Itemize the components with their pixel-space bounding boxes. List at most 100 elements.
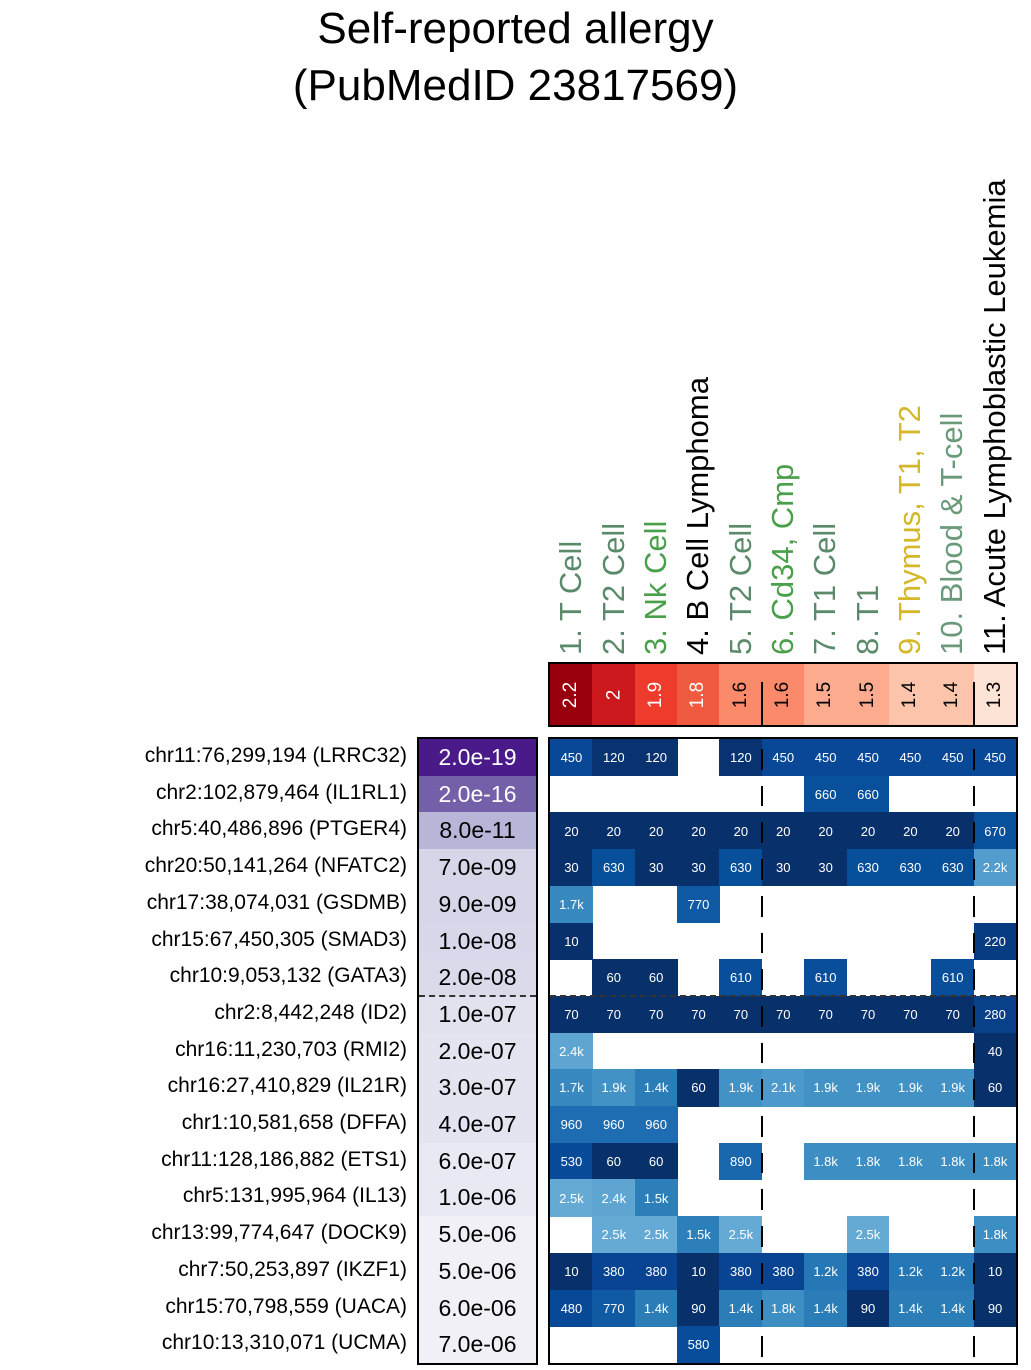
heatmap-cell-value: 280 <box>984 1007 1006 1023</box>
heatmap-cell-value: 960 <box>645 1117 667 1133</box>
heatmap-cell <box>889 776 932 813</box>
heatmap-cell-value: 1.9k <box>940 1080 965 1096</box>
heatmap-cell-value: 30 <box>691 860 706 876</box>
pvalue-cell: 6.0e-07 <box>419 1142 536 1180</box>
heatmap-cell <box>804 1326 847 1363</box>
row-label: chr15:70,798,559 (UACA) <box>165 1294 407 1318</box>
heatmap-cell <box>677 923 720 960</box>
column-divider <box>972 969 975 990</box>
enrichment-cell: 1.3 <box>973 664 1017 725</box>
heatmap-cell-value: 380 <box>730 1263 752 1279</box>
heatmap-cell <box>847 959 890 996</box>
column-label: 9. Thymus, T1, T2 <box>892 405 928 655</box>
column-label: 1. T Cell <box>553 540 589 655</box>
heatmap-cell-value: 450 <box>857 750 879 766</box>
heatmap-cell: 70 <box>550 995 593 1034</box>
heatmap-cell <box>889 923 932 960</box>
heatmap-cell <box>804 1106 847 1143</box>
pvalue-cell: 7.0e-09 <box>419 849 536 887</box>
column-divider <box>972 1299 975 1321</box>
pvalue-cell: 7.0e-06 <box>419 1326 536 1363</box>
heatmap-cell: 380 <box>761 1252 805 1291</box>
chart-title-line-2: (PubMedID 23817569) <box>292 61 739 110</box>
heatmap-cell: 1.9k <box>719 1069 763 1107</box>
heatmap-cell-value: 20 <box>691 823 706 839</box>
heatmap-cell <box>889 1106 932 1143</box>
heatmap-cell: 960 <box>634 1106 678 1144</box>
enrichment-value: 1.5 <box>856 681 878 708</box>
heatmap-cell-value: 530 <box>560 1153 583 1169</box>
heatmap-cell-value: 630 <box>730 860 752 876</box>
heatmap-cell-value: 70 <box>818 1007 833 1023</box>
heatmap-cell-value: 70 <box>564 1007 579 1023</box>
heatmap-cell-value: 70 <box>606 1007 622 1023</box>
row-label: chr11:128,186,882 (ETS1) <box>161 1147 407 1171</box>
heatmap-cell: 20 <box>550 812 593 850</box>
heatmap-cell <box>762 1143 805 1180</box>
heatmap-cell-value: 20 <box>606 823 622 839</box>
heatmap-cell-value: 450 <box>941 750 964 766</box>
heatmap-cell: 2.2k <box>973 849 1016 887</box>
heatmap-cell: 60 <box>634 959 678 997</box>
pvalue-cell: 6.0e-06 <box>419 1289 536 1327</box>
heatmap-cell: 1.8k <box>973 1142 1016 1180</box>
heatmap-cell-value: 960 <box>560 1117 583 1133</box>
column-divider <box>760 749 763 770</box>
heatmap-cell-value: 2.5k <box>643 1227 669 1243</box>
heatmap-cell: 20 <box>592 812 636 850</box>
heatmap-cell: 1.9k <box>592 1069 636 1107</box>
heatmap-cell <box>804 1033 847 1070</box>
heatmap-cell: 2.5k <box>719 1216 763 1254</box>
heatmap-cell <box>592 1326 635 1363</box>
heatmap-cell: 610 <box>804 959 848 997</box>
heatmap-cell <box>931 1216 974 1253</box>
heatmap-cell: 630 <box>931 849 975 887</box>
heatmap-cell: 60 <box>592 1142 636 1180</box>
pvalue-column: 2.0e-19 2.0e-16 8.0e-11 7.0e-09 9.0e-09 1.0e-… <box>417 737 538 1365</box>
heatmap-cell: 70 <box>719 995 763 1034</box>
heatmap-cell-value: 890 <box>730 1153 752 1169</box>
heatmap-cell-value: 30 <box>564 860 579 876</box>
heatmap-cell: 450 <box>761 739 805 777</box>
heatmap-cell-value: 380 <box>645 1263 667 1279</box>
column-divider <box>972 895 975 917</box>
column-divider <box>972 749 975 770</box>
enrichment-cell: 1.8 <box>677 664 720 725</box>
heatmap-cell-value: 610 <box>730 970 752 986</box>
heatmap-cell-value: 1.2k <box>813 1263 838 1279</box>
heatmap-cell: 2.4k <box>592 1179 636 1217</box>
column-label: 4. B Cell Lymphoma <box>680 377 716 655</box>
heatmap-cell-value: 70 <box>945 1007 960 1023</box>
heatmap-cell-value: 90 <box>987 1300 1003 1316</box>
heatmap-cell: 380 <box>592 1252 636 1291</box>
heatmap-cell: 2.5k <box>846 1216 890 1254</box>
pvalue-cell: 4.0e-07 <box>419 1106 536 1144</box>
heatmap-cell: 70 <box>592 995 636 1034</box>
heatmap-cell-value: 1.4k <box>728 1300 754 1316</box>
heatmap-cell <box>847 1179 890 1216</box>
enrichment-cell: 1.4 <box>888 664 932 725</box>
heatmap-cell <box>889 1216 932 1253</box>
heatmap-cell: 120 <box>634 739 678 777</box>
column-divider <box>760 1336 763 1357</box>
column-label: 10. Blood & T-cell <box>934 412 970 655</box>
column-label: 2. T2 Cell <box>595 522 631 655</box>
heatmap-cell: 1.5k <box>677 1216 720 1254</box>
heatmap-cell-value: 2.5k <box>559 1190 584 1206</box>
heatmap-cell <box>635 776 678 813</box>
heatmap-cell-value: 10 <box>564 1263 579 1279</box>
heatmap-cell <box>889 1326 932 1363</box>
heatmap-cell-value: 1.2k <box>898 1263 923 1279</box>
heatmap-cell-value: 30 <box>776 860 791 876</box>
heatmap-cell-value: 660 <box>814 786 837 802</box>
heatmap-cell-value: 1.8k <box>855 1153 881 1169</box>
enrichment-cell: 1.5 <box>846 664 890 725</box>
heatmap-cell: 1.8k <box>931 1142 975 1180</box>
pvalue-cell: 3.0e-07 <box>419 1069 536 1107</box>
heatmap-cell: 450 <box>550 739 593 777</box>
heatmap-cell <box>974 1326 1016 1363</box>
heatmap-cell <box>592 923 635 960</box>
heatmap-cell-value: 1.8k <box>982 1227 1008 1243</box>
heatmap-cell <box>719 923 762 960</box>
heatmap-cell: 530 <box>550 1142 593 1180</box>
